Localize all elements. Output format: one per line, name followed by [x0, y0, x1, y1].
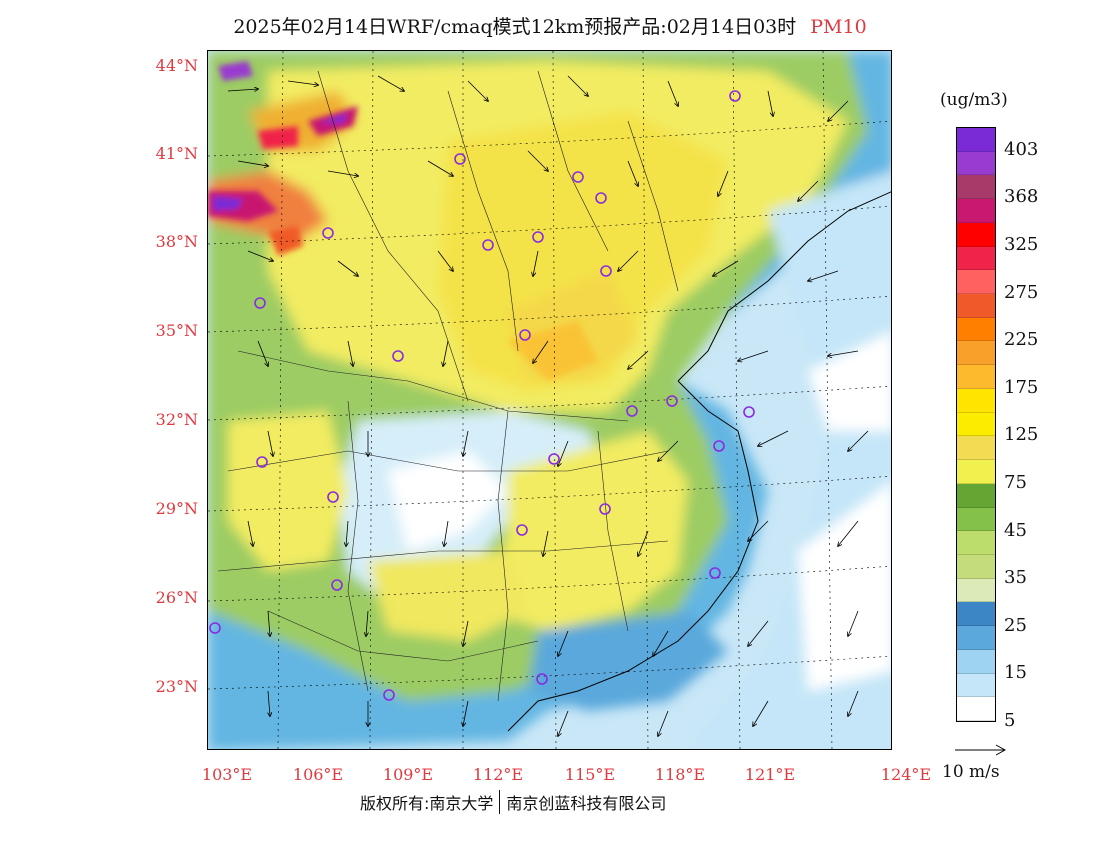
city-marker [572, 171, 584, 183]
colorbar-label: 275 [1004, 281, 1039, 303]
city-marker [454, 153, 466, 165]
lat-label-41n: 41°N [155, 144, 198, 163]
pm10-field-map [208, 51, 891, 749]
colorbar-cell [957, 222, 995, 247]
colorbar-label: 225 [1004, 329, 1039, 351]
lon-label-103e: 103°E [201, 765, 253, 784]
lon-label-124e: 124°E [880, 765, 932, 784]
colorbar-label: 175 [1004, 376, 1039, 398]
colorbar-cell [957, 341, 995, 366]
lon-label-109e: 109°E [382, 765, 434, 784]
legend-unit: (ug/m3) [940, 90, 1008, 110]
city-marker [600, 265, 612, 277]
colorbar-cell [957, 199, 995, 223]
colorbar-cell [957, 649, 995, 674]
colorbar-cell [957, 673, 995, 698]
map-title: 2025年02月14日WRF/cmaq模式12km预报产品:02月14日03时 P… [0, 12, 1100, 39]
city-marker [519, 329, 531, 341]
colorbar-cell [957, 294, 995, 318]
wind-vector-legend-arrow [955, 744, 1007, 756]
city-marker [595, 192, 607, 204]
city-marker [482, 239, 494, 251]
colorbar-cell [957, 151, 995, 176]
city-marker [331, 579, 343, 591]
map-panel [207, 50, 892, 750]
city-marker [713, 440, 725, 452]
colorbar-cell [957, 412, 995, 437]
lon-label-106e: 106°E [292, 765, 344, 784]
colorbar-cell [957, 317, 995, 342]
colorbar-cell [957, 531, 995, 555]
lat-label-44n: 44°N [155, 56, 198, 75]
lat-label-26n: 26°N [155, 588, 198, 607]
colorbar-cell [957, 175, 995, 200]
colorbar-cell [957, 578, 995, 603]
colorbar-label: 125 [1004, 424, 1039, 446]
city-marker [626, 405, 638, 417]
city-marker [743, 406, 755, 418]
city-marker [327, 491, 339, 503]
colorbar-label: 45 [1004, 519, 1027, 541]
wind-vector-legend-label: 10 m/s [942, 762, 1000, 782]
colorbar-cell [957, 365, 995, 389]
colorbar-cell [957, 602, 995, 627]
city-marker [532, 231, 544, 243]
lon-label-112e: 112°E [472, 765, 524, 784]
colorbar-cell [957, 246, 995, 271]
city-marker [729, 90, 741, 102]
city-marker [666, 395, 678, 407]
copyright-owner: 版权所有:南京大学 [360, 794, 494, 813]
city-marker [599, 503, 611, 515]
lon-label-115e: 115°E [564, 765, 616, 784]
copyright-company: 南京创蓝科技有限公司 [506, 794, 667, 813]
colorbar-cell [957, 460, 995, 484]
title-text: 2025年02月14日WRF/cmaq模式12km预报产品:02月14日03时 [233, 16, 797, 38]
city-markers [209, 90, 755, 701]
city-marker [392, 350, 404, 362]
colorbar-label: 403 [1004, 138, 1039, 160]
colorbar-label: 75 [1004, 472, 1027, 493]
city-marker [254, 297, 266, 309]
colorbar-cell [957, 554, 995, 579]
city-marker [548, 453, 560, 465]
city-marker [709, 567, 721, 579]
city-marker [516, 524, 528, 536]
wind-vectors [227, 75, 869, 736]
colorbar-label: 368 [1004, 186, 1039, 208]
lon-label-121e: 121°E [744, 765, 796, 784]
lat-label-32n: 32°N [155, 410, 198, 429]
colorbar-label: 5 [1004, 710, 1016, 731]
lat-label-38n: 38°N [155, 232, 198, 251]
colorbar-cell [957, 128, 995, 152]
variable-label: PM10 [810, 16, 867, 38]
lat-label-23n: 23°N [155, 677, 198, 696]
province-boundaries [217, 70, 679, 702]
colorbar-cell [957, 626, 995, 650]
lon-label-118e: 118°E [654, 765, 706, 784]
graticule [208, 51, 891, 749]
colorbar-cell [957, 507, 995, 532]
city-marker [209, 622, 221, 634]
colorbar-cell [957, 436, 995, 461]
city-marker [536, 673, 548, 685]
copyright-footer: 版权所有:南京大学 南京创蓝科技有限公司 [360, 790, 666, 814]
colorbar-cell [957, 388, 995, 413]
colorbar-label: 35 [1004, 567, 1027, 589]
lat-label-35n: 35°N [155, 321, 198, 340]
colorbar-cell [957, 270, 995, 295]
colorbar-cell [957, 483, 995, 508]
footer-separator [499, 790, 501, 814]
colorbar-label: 325 [1004, 234, 1039, 255]
lat-label-29n: 29°N [155, 499, 198, 518]
city-marker [383, 689, 395, 701]
city-marker [256, 456, 268, 468]
colorbar-label: 25 [1004, 614, 1027, 636]
coastline [507, 191, 891, 732]
city-marker [322, 227, 334, 239]
colorbar-label: 15 [1004, 662, 1027, 684]
colorbar [956, 127, 996, 722]
colorbar-cell [957, 697, 995, 721]
